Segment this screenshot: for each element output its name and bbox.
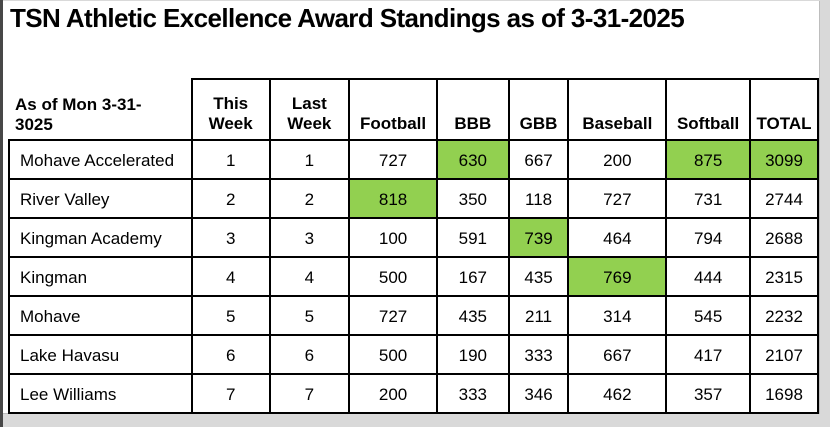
value-cell: 167 [435,256,510,297]
value-cell: 2232 [749,295,819,336]
value-cell: 2 [268,178,351,219]
table-row: Kingman 4 4 500 167 435 769 444 2315 [8,256,819,297]
col-header-softball: Softball [665,78,752,141]
value-cell: 875 [665,139,752,180]
value-cell: 2688 [749,217,819,258]
value-cell: 4 [190,256,271,297]
value-cell: 667 [507,139,570,180]
value-cell: 5 [190,295,271,336]
value-cell: 4 [268,256,351,297]
col-header-gbb: GBB [507,78,570,141]
standings-body: Mohave Accelerated 1 1 727 630 667 200 8… [8,139,819,414]
value-cell: 357 [665,373,752,414]
value-cell: 794 [665,217,752,258]
value-cell: 667 [567,334,668,375]
value-cell: 3 [190,217,271,258]
value-cell: 314 [567,295,668,336]
sheet: TSN Athletic Excellence Award Standings … [3,1,820,414]
value-cell: 5 [268,295,351,336]
school-cell: River Valley [8,178,193,219]
table-row: Kingman Academy 3 3 100 591 739 464 794 … [8,217,819,258]
value-cell: 3099 [749,139,819,180]
value-cell: 100 [348,217,438,258]
table-row: Mohave 5 5 727 435 211 314 545 2232 [8,295,819,336]
value-cell: 731 [665,178,752,219]
table-row: Lake Havasu 6 6 500 190 333 667 417 2107 [8,334,819,375]
value-cell: 6 [190,334,271,375]
value-cell: 444 [665,256,752,297]
school-cell: Lee Williams [8,373,193,414]
value-cell: 1 [190,139,271,180]
value-cell: 1 [268,139,351,180]
school-cell: Kingman [8,256,193,297]
col-header-baseball: Baseball [567,78,668,141]
value-cell: 7 [190,373,271,414]
school-cell: Mohave [8,295,193,336]
value-cell: 333 [507,334,570,375]
value-cell: 190 [435,334,510,375]
corner-header-line2: 3025 [15,115,53,134]
value-cell: 727 [348,139,438,180]
col-header-this-week: This Week [190,78,271,141]
value-cell: 211 [507,295,570,336]
value-cell: 346 [507,373,570,414]
corner-header: As of Mon 3-31- 3025 [9,79,193,141]
value-cell: 630 [435,139,510,180]
header-row: As of Mon 3-31- 3025 This Week Last Week… [9,78,819,141]
table-row: Lee Williams 7 7 200 333 346 462 357 169… [8,373,819,414]
value-cell: 200 [348,373,438,414]
value-cell: 500 [348,256,438,297]
value-cell: 727 [348,295,438,336]
page-title: TSN Athletic Excellence Award Standings … [10,3,685,33]
value-cell: 7 [268,373,351,414]
col-header-football: Football [348,78,438,141]
value-cell: 350 [435,178,510,219]
col-header-last-week: Last Week [268,78,351,141]
value-cell: 500 [348,334,438,375]
value-cell: 3 [268,217,351,258]
col-header-total: TOTAL [749,78,819,141]
value-cell: 464 [567,217,668,258]
value-cell: 545 [665,295,752,336]
value-cell: 1698 [749,373,819,414]
value-cell: 2107 [749,334,819,375]
value-cell: 591 [435,217,510,258]
value-cell: 2315 [749,256,819,297]
value-cell: 2744 [749,178,819,219]
value-cell: 417 [665,334,752,375]
value-cell: 435 [507,256,570,297]
left-edge-line [0,0,3,427]
school-cell: Mohave Accelerated [8,139,193,180]
value-cell: 727 [567,178,668,219]
school-cell: Lake Havasu [8,334,193,375]
value-cell: 333 [435,373,510,414]
school-cell: Kingman Academy [8,217,193,258]
value-cell: 6 [268,334,351,375]
col-header-bbb: BBB [435,78,510,141]
value-cell: 435 [435,295,510,336]
value-cell: 462 [567,373,668,414]
value-cell: 818 [348,178,438,219]
value-cell: 200 [567,139,668,180]
value-cell: 769 [567,256,668,297]
value-cell: 118 [507,178,570,219]
standings-table: As of Mon 3-31- 3025 This Week Last Week… [8,78,819,414]
value-cell: 2 [190,178,271,219]
corner-header-line1: As of Mon 3-31- [15,95,142,114]
value-cell: 739 [507,217,570,258]
table-row: River Valley 2 2 818 350 118 727 731 274… [8,178,819,219]
table-row: Mohave Accelerated 1 1 727 630 667 200 8… [8,139,819,180]
